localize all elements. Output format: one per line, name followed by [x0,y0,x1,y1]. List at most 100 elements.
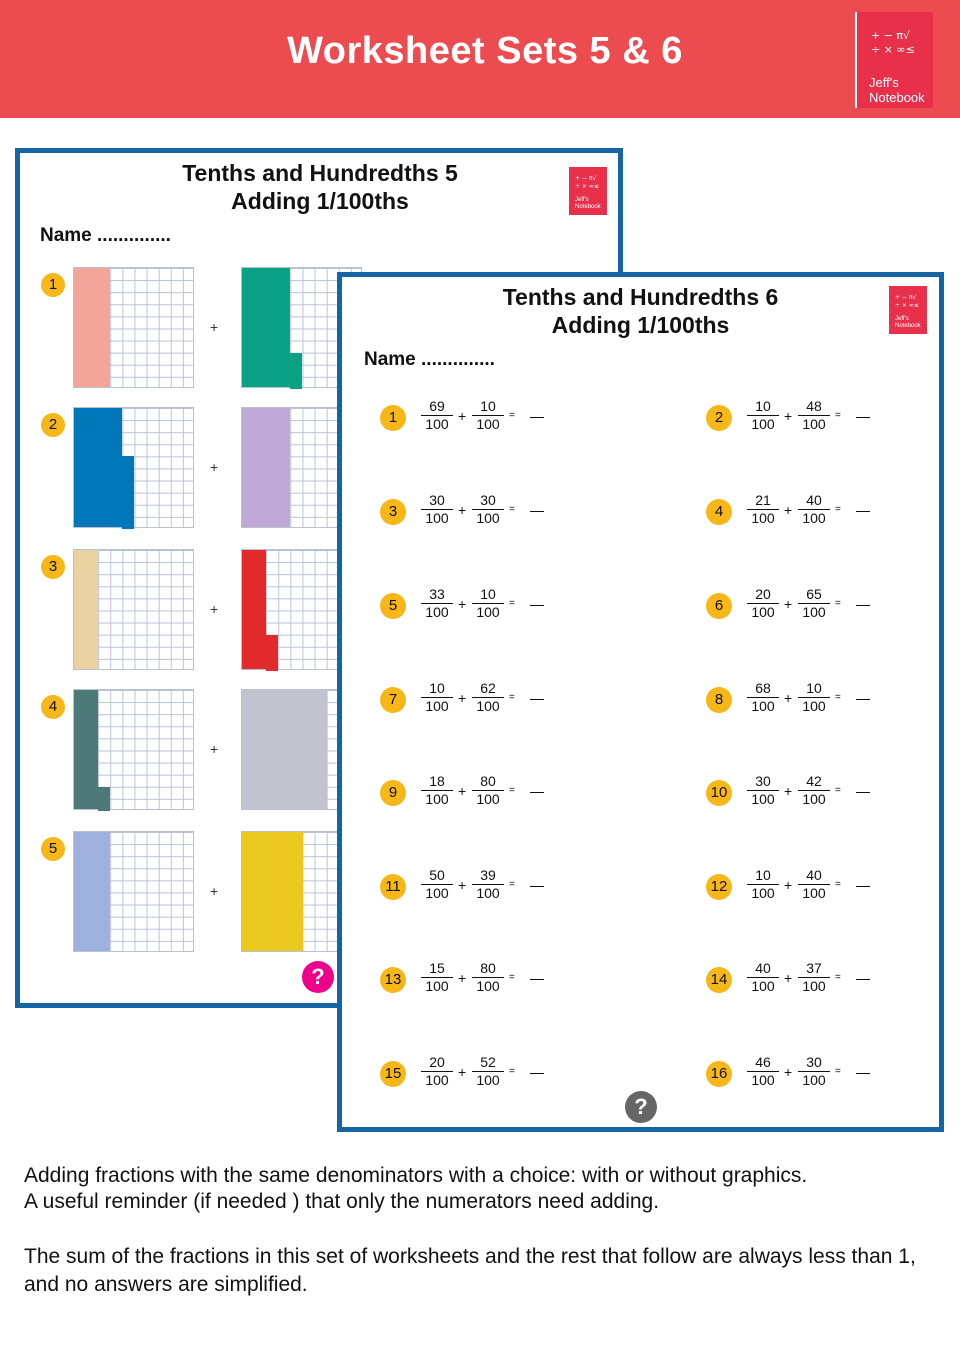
fraction: 30 100 [421,492,453,527]
answer-blank[interactable] [530,886,544,887]
denominator: 100 [476,416,500,432]
answer-blank[interactable] [530,605,544,606]
worksheet-6-title: Tenths and Hundredths 6 Adding 1/100ths [342,283,939,339]
logo-brand-line1: Jeff's [869,75,899,90]
fraction: 10 100 [747,398,779,433]
answer-blank[interactable] [530,1073,544,1074]
worksheet-6-title-line2: Adding 1/100ths [551,312,730,338]
denominator: 100 [751,510,775,526]
answer-blank[interactable] [530,792,544,793]
logo-symbols-line1: + − π√ [871,29,911,42]
fraction: 10 100 [472,586,504,621]
fraction: 10 100 [472,398,504,433]
numerator: 20 [747,586,779,604]
answer-blank[interactable] [856,511,870,512]
answer-blank[interactable] [856,792,870,793]
question-number-badge: 16 [706,1061,732,1087]
answer-blank[interactable] [530,979,544,980]
plus-sign: + [784,1064,793,1080]
fraction-problem: 6 20 100 +65 100 = [706,586,906,626]
jeffs-notebook-logo: + − π√ ÷ × ∞≤ Jeff's Notebook [855,12,933,108]
fraction: 30 100 [798,1054,830,1089]
fraction: 42 100 [798,773,830,808]
help-icon[interactable]: ? [625,1091,657,1123]
worksheet-6-logo: + − π√ ÷ × ∞≤ Jeff's Notebook [888,286,927,334]
answer-blank[interactable] [856,699,870,700]
worksheet-5-logo: + − π√ ÷ × ∞≤ Jeff's Notebook [568,167,607,215]
fraction: 80 100 [472,960,504,995]
denominator: 100 [802,1072,826,1088]
fraction-problem: 10 30 100 +42 100 = [706,773,906,813]
hundredths-grid [241,831,362,952]
plus-sign: + [210,459,219,475]
description-paragraph-2: The sum of the fractions in this set of … [24,1245,916,1296]
numerator: 40 [747,960,779,978]
shaded-tenths [74,408,123,527]
answer-blank[interactable] [856,886,870,887]
numerator: 15 [421,960,453,978]
fraction: 40 100 [747,960,779,995]
question-number-badge: 1 [380,405,406,431]
answer-blank[interactable] [856,979,870,980]
question-number-badge: 8 [706,687,732,713]
answer-blank[interactable] [530,699,544,700]
fraction: 21 100 [747,492,779,527]
equals-sign: = [509,972,515,983]
logo-symbols-line1: + − π√ [895,294,917,301]
fraction-problem: 8 68 100 +10 100 = [706,680,906,720]
plus-sign: + [784,596,793,612]
numerator: 20 [421,1054,453,1072]
logo-symbols-line2: ÷ × ∞≤ [895,302,919,309]
fraction: 65 100 [798,586,830,621]
shaded-tenths [242,690,327,809]
worksheet-5-title: Tenths and Hundredths 5 Adding 1/100ths [20,159,620,215]
shaded-tenths [74,832,111,951]
denominator: 100 [425,604,449,620]
numerator: 37 [798,960,830,978]
denominator: 100 [751,604,775,620]
shaded-tenths [74,550,99,669]
numerator: 30 [798,1054,830,1072]
denominator: 100 [476,510,500,526]
denominator: 100 [751,698,775,714]
plus-sign: + [210,319,219,335]
equals-sign: = [509,879,515,890]
answer-blank[interactable] [856,605,870,606]
shaded-hundredths [122,456,135,529]
plus-sign: + [458,596,467,612]
fraction: 48 100 [798,398,830,433]
worksheet-5-title-line2: Adding 1/100ths [231,188,409,214]
fraction: 39 100 [472,867,504,902]
denominator: 100 [425,698,449,714]
answer-blank[interactable] [856,1073,870,1074]
equals-sign: = [835,692,841,703]
denominator: 100 [802,416,826,432]
plus-sign: + [458,783,467,799]
fraction: 40 100 [798,492,830,527]
plus-sign: + [784,783,793,799]
shaded-hundredths [266,634,279,671]
fraction: 62 100 [472,680,504,715]
help-icon[interactable]: ? [302,961,334,993]
hundredths-grid [73,407,194,529]
worksheet-6-preview: Tenths and Hundredths 6 Adding 1/100ths … [337,272,944,1132]
question-number-badge: 14 [706,967,732,993]
fraction-problem: 2 10 100 +48 100 = [706,398,906,438]
page-title: Worksheet Sets 5 & 6 [287,30,683,72]
numerator: 10 [798,680,830,698]
fraction-problem: 16 46 100 +30 100 = [706,1054,906,1094]
answer-blank[interactable] [856,417,870,418]
denominator: 100 [476,698,500,714]
fraction-problem: 1 69 100 +10 100 = [380,398,580,438]
question-number-badge: 11 [380,874,406,900]
equals-sign: = [835,410,841,421]
logo-symbols-line2: ÷ × ∞≤ [575,183,599,190]
logo-brand-line2: Notebook [575,204,601,210]
answer-blank[interactable] [530,511,544,512]
question-number-badge: 7 [380,687,406,713]
fraction: 50 100 [421,867,453,902]
answer-blank[interactable] [530,417,544,418]
shaded-tenths [74,268,111,387]
equals-sign: = [835,972,841,983]
denominator: 100 [802,978,826,994]
